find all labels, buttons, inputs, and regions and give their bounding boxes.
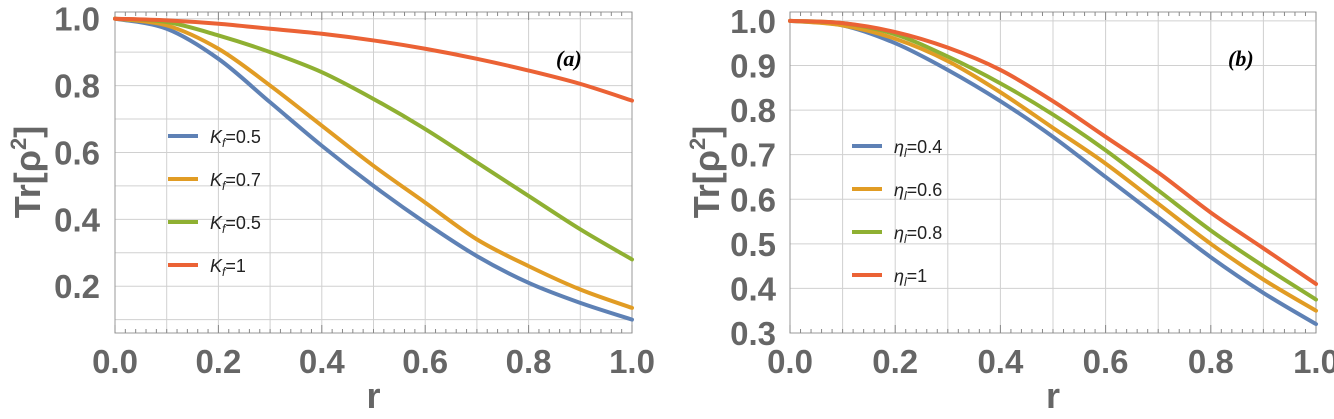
x-tick-label: 0.0: [767, 343, 813, 380]
series-line-2: [113, 16, 634, 262]
chart-panel-a: 0.0 0.2 0.4 0.6 0.8 1.0 0.2 0.4 0.6 0.8 1.0 r Tr[ρ2]…: [6, 1, 655, 416]
y-tick-label: 0.6: [730, 181, 776, 218]
panel-label: (a): [556, 46, 582, 71]
legend-label: Kf=0.5: [210, 213, 261, 236]
legend-label: Kf=0.5: [210, 127, 261, 150]
x-axis-label: r: [1046, 375, 1060, 416]
y-tick-label: 0.3: [730, 315, 776, 352]
legend-label: Kf=0.7: [210, 170, 261, 193]
y-axis-label: Tr[ρ2]: [685, 126, 727, 219]
series-line-0: [113, 16, 634, 322]
legend-label: ηl=0.6: [894, 180, 942, 203]
x-tick-label: 0.6: [1083, 343, 1129, 380]
y-tick-label: 0.9: [730, 48, 776, 85]
y-tick-label: 0.6: [54, 134, 100, 171]
x-tick-label: 0.8: [506, 343, 552, 380]
x-tick-label: 0.8: [1188, 343, 1234, 380]
x-tick-label: 0.2: [872, 343, 918, 380]
legend-label: Kf=1: [210, 256, 246, 279]
chart-panel-b: 0.0 0.2 0.4 0.6 0.8 1.0 0.3 0.4 0.5 0.6 0.7 0.8 0.9 1…: [685, 3, 1334, 416]
y-tick-label: 1.0: [54, 1, 100, 38]
legend-label: ηl=1: [894, 266, 927, 289]
x-axis-label: r: [366, 375, 380, 416]
x-tick-label: 0.2: [195, 343, 241, 380]
x-tick-label: 0.0: [92, 343, 138, 380]
series-line-3: [788, 18, 1318, 286]
y-tick-label: 0.2: [54, 268, 100, 305]
x-tick-label: 0.4: [977, 343, 1024, 380]
y-tick-label: 0.4: [730, 270, 777, 307]
series-line-1: [788, 18, 1318, 313]
y-tick-label: 0.8: [730, 92, 776, 129]
x-tick-label: 1.0: [1293, 343, 1334, 380]
legend-label: ηl=0.4: [894, 137, 942, 160]
panel-label: (b): [1228, 46, 1254, 71]
x-tick-label: 0.4: [299, 343, 346, 380]
y-axis-label: Tr[ρ2]: [6, 126, 48, 219]
y-tick-label: 0.7: [730, 137, 776, 174]
x-tick-label: 1.0: [609, 343, 655, 380]
series-line-1: [113, 16, 634, 310]
y-tick-label: 0.5: [730, 226, 776, 263]
x-tick-label: 0.6: [402, 343, 448, 380]
y-tick-label: 0.4: [54, 201, 101, 238]
series-line-0: [788, 18, 1318, 327]
series-line-3: [113, 16, 634, 103]
y-tick-label: 1.0: [730, 3, 776, 40]
y-tick-label: 0.8: [54, 68, 100, 105]
legend-label: ηl=0.8: [894, 223, 942, 246]
